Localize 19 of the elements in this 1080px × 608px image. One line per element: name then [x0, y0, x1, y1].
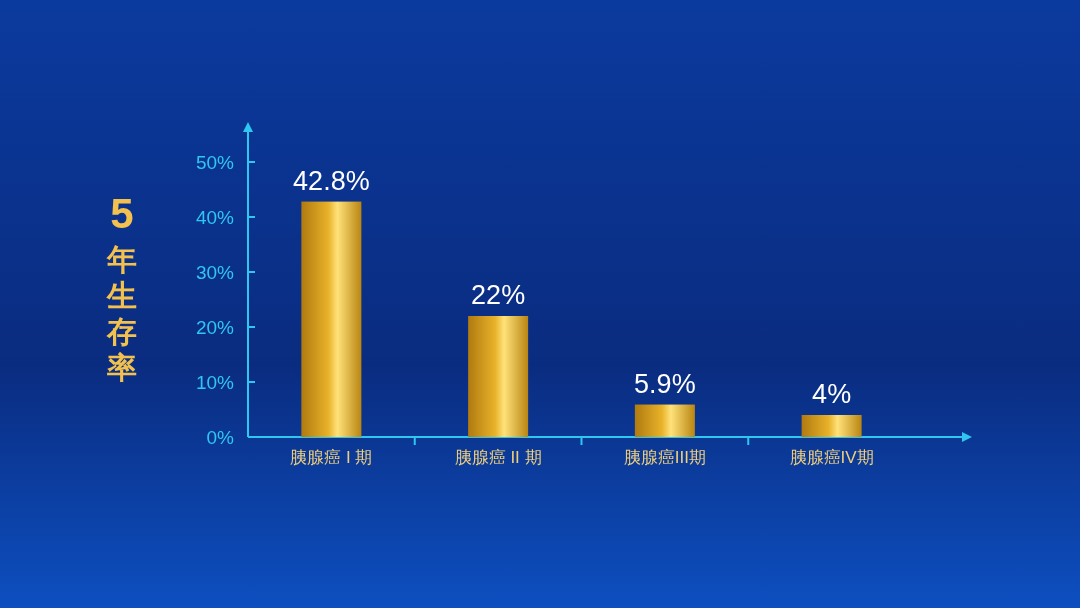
x-tick-label: 胰腺癌IV期: [789, 448, 874, 467]
bar: [468, 316, 529, 437]
data-label: 22%: [471, 280, 526, 310]
y-tick-label: 10%: [195, 371, 235, 393]
bar: [801, 415, 862, 437]
x-tick-label: 胰腺癌III期: [623, 448, 706, 467]
y-tick-label: 40%: [195, 206, 235, 228]
y-axis-title: 5年生存率: [106, 190, 137, 384]
y-tick-label: 30%: [195, 261, 235, 283]
data-label: 4%: [812, 379, 852, 409]
data-label: 5.9%: [634, 368, 696, 399]
x-tick-label: 胰腺癌 I 期: [290, 448, 373, 467]
y-tick-label: 20%: [195, 316, 235, 338]
x-tick-label: 胰腺癌 II 期: [454, 448, 542, 467]
bar: [634, 404, 695, 437]
data-label: 42.8%: [293, 165, 370, 196]
y-tick-label: 0%: [206, 426, 235, 448]
y-tick-label: 50%: [195, 151, 235, 173]
bar: [301, 201, 362, 437]
